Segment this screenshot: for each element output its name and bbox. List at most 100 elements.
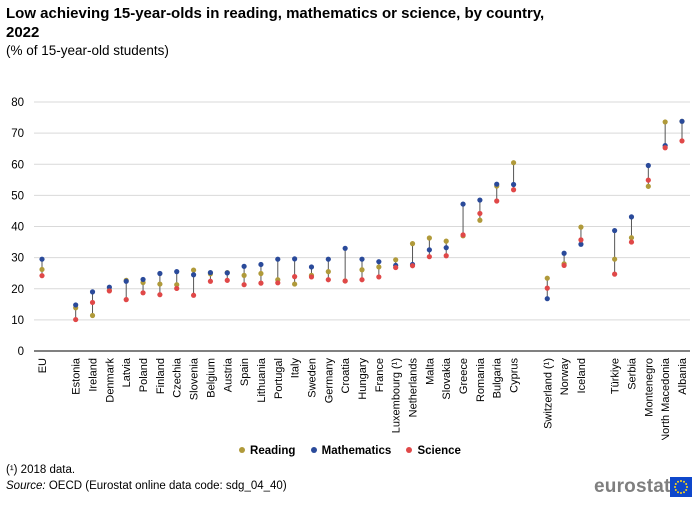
chart-subtitle: (% of 15-year-old students) xyxy=(6,43,169,58)
point-reading-serbia xyxy=(628,235,635,241)
legend-item-mathematics: Mathematics xyxy=(310,445,391,457)
x-tick-label-czechia: Czechia xyxy=(172,357,184,398)
point-reading-germany xyxy=(325,269,331,275)
y-tick-label-40: 40 xyxy=(11,222,24,234)
point-mathematics-poland xyxy=(140,276,146,283)
point-science-romania xyxy=(477,210,483,217)
point-mathematics-slovakia xyxy=(443,245,449,251)
chart-legend: Reading Mathematics Science xyxy=(0,445,700,457)
point-mathematics-portugal xyxy=(275,256,281,262)
eurostat-logo: eurostat xyxy=(594,476,671,497)
source-label: Source: xyxy=(6,480,46,492)
point-mathematics-denmark xyxy=(106,284,112,290)
point-reading-switzerland xyxy=(544,275,550,281)
point-reading-netherlands xyxy=(409,241,416,247)
point-science-belgium xyxy=(207,278,214,284)
x-tick-label-slovenia: Slovenia xyxy=(189,357,201,400)
point-science-croatia xyxy=(342,278,348,284)
y-tick-label-20: 20 xyxy=(11,284,24,296)
point-reading-iceland xyxy=(578,224,584,230)
point-mathematics-slovenia xyxy=(190,272,197,278)
point-mathematics-lithuania xyxy=(258,261,264,268)
legend-item-reading: Reading xyxy=(239,445,295,457)
chart-title: Low achieving 15-year-olds in reading, m… xyxy=(6,5,545,41)
point-reading-luxembourg xyxy=(393,257,399,263)
y-tick-label-50: 50 xyxy=(11,190,24,202)
x-tick-label-germany: Germany xyxy=(323,358,335,404)
point-science-spain xyxy=(241,282,247,288)
point-mathematics-hungary xyxy=(359,256,365,262)
legend-marker-reading xyxy=(239,446,246,453)
x-tick-label-ireland: Ireland xyxy=(88,358,100,392)
point-science-bulgaria xyxy=(494,198,500,204)
x-tick-label-hungary: Hungary xyxy=(357,358,369,400)
point-science-czechia xyxy=(174,285,180,292)
point-mathematics-latvia xyxy=(123,278,129,284)
point-science-cyprus xyxy=(510,187,517,193)
x-tick-label-lithuania: Lithuania xyxy=(256,357,268,403)
point-mathematics-albania xyxy=(679,118,685,124)
point-reading-t-rkiye xyxy=(612,256,618,262)
x-tick-label-sweden: Sweden xyxy=(306,358,318,398)
point-science-estonia xyxy=(73,316,79,323)
y-tick-label-0: 0 xyxy=(18,346,24,358)
point-mathematics-eu xyxy=(39,256,45,262)
x-tick-label-bulgaria: Bulgaria xyxy=(492,357,504,398)
point-science-portugal xyxy=(275,280,281,286)
legend-label-science: Science xyxy=(417,445,461,457)
point-reading-hungary xyxy=(359,267,365,273)
point-mathematics-croatia xyxy=(342,245,348,251)
x-tick-label-t-rkiye: Türkiye xyxy=(610,358,622,394)
x-tick-label-norway: Norway xyxy=(559,358,571,396)
x-tick-label-iceland: Iceland xyxy=(576,358,588,393)
x-tick-label-finland: Finland xyxy=(155,358,167,394)
point-science-finland xyxy=(157,292,163,298)
point-science-luxembourg xyxy=(393,264,399,271)
x-tick-label-portugal: Portugal xyxy=(273,358,285,399)
point-science-iceland xyxy=(578,237,584,243)
x-tick-label-serbia: Serbia xyxy=(626,357,638,390)
footnote: (¹) 2018 data. xyxy=(6,464,76,476)
point-science-france xyxy=(376,274,382,280)
point-science-albania xyxy=(679,138,685,144)
point-science-lithuania xyxy=(258,280,264,286)
legend-item-science: Science xyxy=(406,445,461,457)
y-tick-label-60: 60 xyxy=(11,159,24,171)
point-science-north-macedonia xyxy=(662,145,668,151)
y-tick-label-70: 70 xyxy=(11,128,24,140)
x-tick-label-spain: Spain xyxy=(239,358,251,386)
point-science-montenegro xyxy=(645,177,651,183)
point-reading-montenegro xyxy=(645,183,651,189)
point-reading-france xyxy=(376,264,382,270)
point-science-poland xyxy=(140,290,146,296)
point-science-serbia xyxy=(628,239,635,245)
point-mathematics-montenegro xyxy=(645,162,651,169)
point-science-latvia xyxy=(123,297,129,303)
point-mathematics-romania xyxy=(477,197,483,203)
x-tick-label-eu: EU xyxy=(37,358,49,373)
point-reading-slovakia xyxy=(443,238,449,244)
legend-marker-mathematics xyxy=(310,446,317,453)
point-reading-lithuania xyxy=(258,270,264,277)
x-tick-label-belgium: Belgium xyxy=(205,358,217,398)
x-tick-label-italy: Italy xyxy=(290,358,302,379)
source-note: Source: OECD (Eurostat online data code:… xyxy=(6,480,287,492)
point-mathematics-spain xyxy=(241,263,247,269)
point-mathematics-ireland xyxy=(89,289,96,295)
point-mathematics-sweden xyxy=(308,264,315,270)
point-science-eu xyxy=(39,273,45,279)
y-tick-label-10: 10 xyxy=(11,315,24,327)
point-mathematics-malta xyxy=(426,247,432,253)
x-tick-label-netherlands: Netherlands xyxy=(408,358,420,418)
point-reading-italy xyxy=(292,281,298,287)
point-reading-romania xyxy=(477,217,483,223)
x-tick-label-latvia: Latvia xyxy=(121,357,133,387)
x-tick-label-albania: Albania xyxy=(677,357,689,395)
point-science-germany xyxy=(325,277,331,283)
x-tick-label-denmark: Denmark xyxy=(104,358,116,403)
x-tick-label-north-macedonia: North Macedonia xyxy=(660,357,672,440)
x-tick-label-malta: Malta xyxy=(424,357,436,385)
eu-flag-icon xyxy=(670,477,692,497)
chart-plot: 0 10 20 30 40 50 60 70 80 EU Estonia Ireland Denmark… xyxy=(11,97,690,440)
x-tick-label-poland: Poland xyxy=(138,358,150,392)
